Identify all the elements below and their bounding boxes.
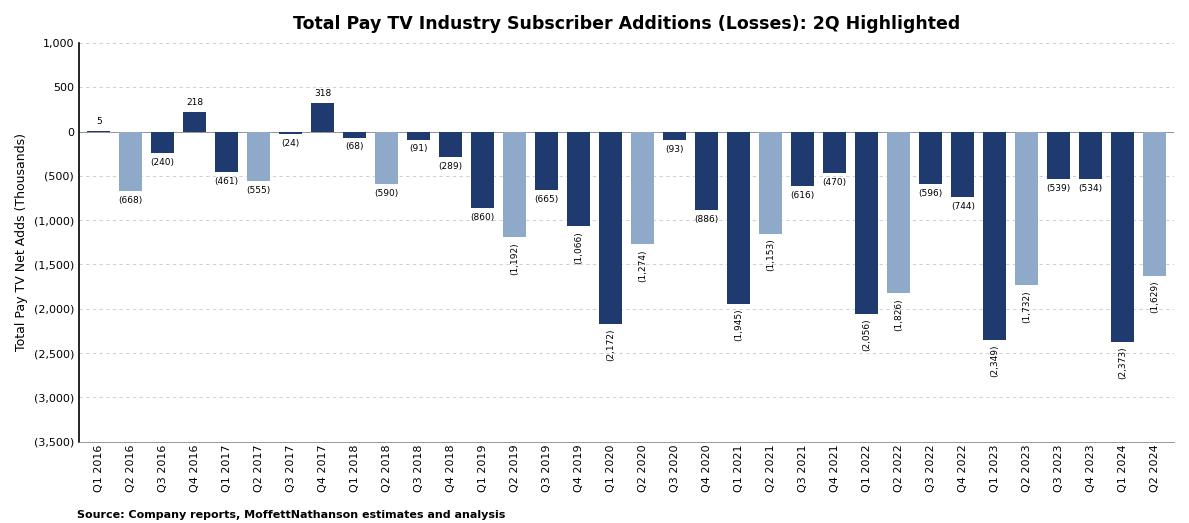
Bar: [1144, 131, 1166, 276]
Text: (860): (860): [471, 213, 495, 222]
Y-axis label: Total Pay TV Net Adds (Thousands): Total Pay TV Net Adds (Thousands): [15, 133, 29, 351]
Text: (1,153): (1,153): [766, 238, 775, 271]
Text: (534): (534): [1078, 184, 1103, 193]
Bar: [183, 112, 206, 131]
Text: (886): (886): [694, 215, 719, 224]
Bar: [279, 131, 302, 134]
Text: Source: Company reports, MoffettNathanson estimates and analysis: Source: Company reports, MoffettNathanso…: [77, 510, 505, 520]
Bar: [567, 131, 590, 226]
Bar: [247, 131, 270, 181]
Bar: [151, 131, 175, 153]
Text: (1,945): (1,945): [735, 309, 743, 342]
Bar: [983, 131, 1006, 340]
Bar: [696, 131, 718, 210]
Text: (240): (240): [151, 157, 175, 167]
Text: (1,629): (1,629): [1150, 281, 1159, 313]
Text: (1,826): (1,826): [894, 298, 904, 331]
Text: 318: 318: [314, 89, 332, 98]
Bar: [535, 131, 559, 190]
Text: (744): (744): [951, 202, 975, 211]
Bar: [471, 131, 495, 208]
Text: (668): (668): [119, 196, 143, 204]
Text: 218: 218: [187, 98, 203, 107]
Bar: [1112, 131, 1134, 342]
Text: (555): (555): [246, 186, 271, 195]
Text: (461): (461): [215, 177, 239, 186]
Bar: [855, 131, 879, 314]
Text: (2,056): (2,056): [862, 319, 872, 351]
Text: (665): (665): [535, 196, 559, 204]
Bar: [599, 131, 622, 324]
Text: 5: 5: [96, 117, 101, 126]
Bar: [631, 131, 654, 244]
Bar: [951, 131, 974, 198]
Text: (1,274): (1,274): [638, 249, 647, 282]
Text: (596): (596): [919, 189, 943, 198]
Bar: [919, 131, 943, 185]
Bar: [407, 131, 430, 140]
Text: (1,732): (1,732): [1023, 290, 1031, 323]
Bar: [728, 131, 750, 304]
Text: (2,373): (2,373): [1119, 347, 1127, 379]
Bar: [823, 131, 847, 173]
Bar: [312, 104, 334, 131]
Text: (539): (539): [1046, 184, 1071, 193]
Text: (289): (289): [439, 162, 463, 171]
Bar: [1048, 131, 1070, 179]
Bar: [119, 131, 143, 191]
Text: (24): (24): [282, 139, 300, 147]
Text: (68): (68): [346, 142, 364, 152]
Bar: [791, 131, 814, 186]
Text: (470): (470): [823, 178, 847, 187]
Bar: [344, 131, 366, 138]
Title: Total Pay TV Industry Subscriber Additions (Losses): 2Q Highlighted: Total Pay TV Industry Subscriber Additio…: [294, 15, 961, 33]
Bar: [376, 131, 398, 184]
Text: (2,349): (2,349): [990, 345, 999, 377]
Bar: [663, 131, 686, 140]
Text: (616): (616): [791, 191, 814, 200]
Bar: [215, 131, 238, 173]
Text: (1,066): (1,066): [574, 231, 584, 264]
Bar: [1080, 131, 1102, 179]
Text: (91): (91): [409, 144, 428, 153]
Text: (590): (590): [375, 189, 398, 198]
Bar: [1015, 131, 1038, 285]
Bar: [503, 131, 527, 237]
Text: (93): (93): [666, 145, 684, 154]
Text: (2,172): (2,172): [606, 329, 615, 361]
Bar: [439, 131, 463, 157]
Bar: [887, 131, 911, 293]
Bar: [760, 131, 782, 234]
Text: (1,192): (1,192): [510, 242, 520, 275]
